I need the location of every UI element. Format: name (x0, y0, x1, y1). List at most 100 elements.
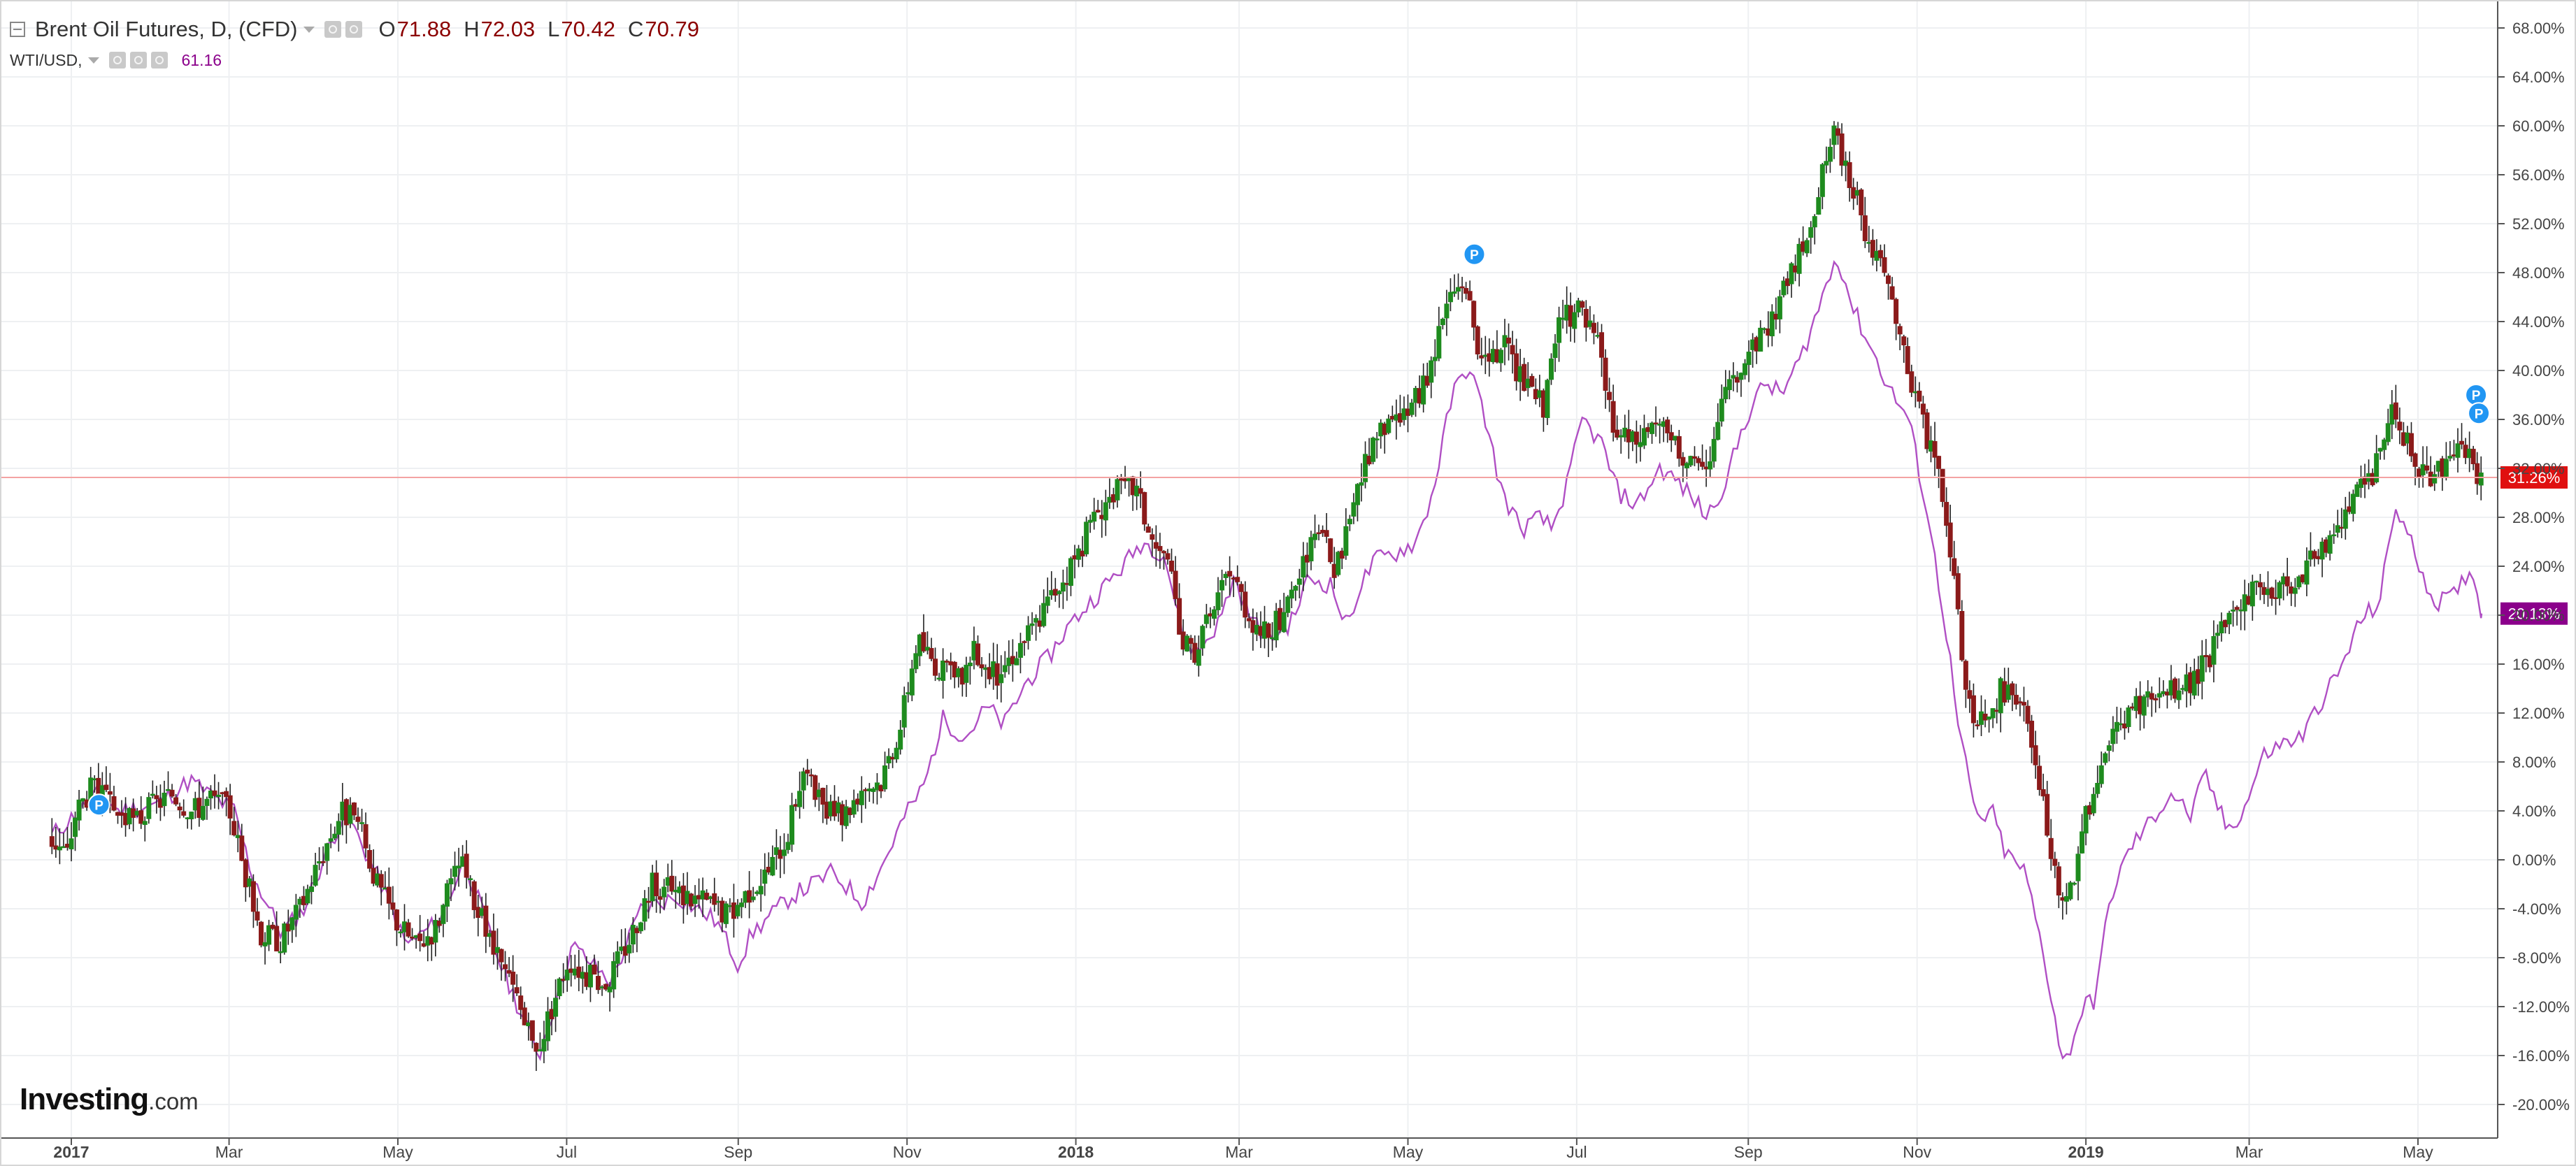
candle-up (1715, 422, 1721, 440)
candle-up (882, 765, 888, 790)
candle-up (2443, 459, 2449, 477)
event-marker[interactable] (87, 793, 110, 816)
settings-icon[interactable] (324, 21, 341, 38)
candle-up (1731, 375, 1736, 379)
candle-down (1680, 456, 1686, 466)
candle-up (1033, 618, 1039, 623)
candle-up (2103, 753, 2108, 763)
candle-up (1804, 240, 1810, 254)
candle-up (1436, 326, 1442, 359)
candle-down (529, 1020, 535, 1041)
candle-up (1336, 552, 1341, 575)
event-marker-label: P (2472, 389, 2481, 403)
low-value: 70.42 (561, 17, 615, 41)
candle-down (2412, 453, 2418, 467)
candle-down (2056, 866, 2061, 895)
event-marker[interactable] (2468, 402, 2491, 425)
candle-up (444, 883, 450, 907)
secondary-series-title[interactable]: WTI/USD, (10, 50, 83, 69)
candle-down (747, 890, 752, 903)
candle-up (940, 660, 946, 681)
candle-up (204, 798, 210, 806)
candle-down (975, 643, 980, 665)
candle-down (1324, 530, 1329, 537)
candle-down (1839, 133, 1845, 166)
candle-down (1932, 441, 1938, 458)
candle-down (1510, 345, 1515, 354)
candle-up (1429, 360, 1434, 383)
candle-down (2029, 721, 2035, 748)
eye-icon[interactable] (108, 52, 126, 69)
y-tick-label: 32.00% (2512, 460, 2565, 477)
candle-down (2040, 789, 2046, 797)
candle-up (1641, 428, 1647, 446)
candle-down (1142, 491, 1147, 525)
candle-up (723, 903, 729, 924)
candle-up (1808, 227, 1814, 238)
candle-down (2409, 433, 2414, 456)
candle-up (1827, 147, 1833, 162)
candle-up (1289, 589, 1294, 599)
candle-up (1456, 287, 1461, 292)
y-tick-label: 4.00% (2512, 802, 2556, 820)
y-tick-label: 56.00% (2512, 166, 2565, 184)
candle-down (1676, 436, 1682, 459)
x-tick-label: May (382, 1143, 413, 1161)
x-tick-label: Mar (1225, 1143, 1253, 1161)
candle-up (587, 965, 593, 988)
candle-up (611, 960, 617, 990)
candle-up (1796, 243, 1802, 274)
low-label: L (548, 17, 560, 41)
gear-icon[interactable] (129, 52, 147, 69)
candle-down (704, 893, 710, 900)
candle-up (468, 878, 473, 881)
candle-up (1359, 482, 1364, 486)
candle-up (1041, 603, 1047, 626)
candle-down (154, 795, 159, 800)
candle-up (1650, 422, 1655, 434)
collapse-icon[interactable] (10, 22, 25, 37)
y-tick-label: 28.00% (2512, 509, 2565, 526)
candle-up (1017, 642, 1023, 658)
candle-up (801, 771, 806, 791)
event-marker[interactable] (1463, 243, 1486, 266)
gear-icon[interactable] (345, 21, 362, 38)
candle-up (266, 925, 272, 945)
candle-up (1708, 461, 1713, 470)
candle-down (820, 788, 826, 805)
candle-up (2292, 587, 2298, 594)
close-icon[interactable] (150, 52, 168, 69)
candle-down (1591, 322, 1596, 333)
candle-up (2068, 882, 2073, 900)
y-tick-label: -16.00% (2512, 1047, 2570, 1065)
chevron-down-icon[interactable] (303, 26, 315, 33)
candle-up (2091, 793, 2096, 814)
candle-up (1726, 379, 1732, 391)
x-tick-label: May (2403, 1143, 2433, 1161)
candle-up (1769, 311, 1775, 337)
chevron-down-icon[interactable] (87, 57, 99, 64)
candle-up (2071, 882, 2077, 885)
candle-up (1432, 357, 1438, 361)
candle-up (739, 902, 745, 907)
candle-down (1522, 364, 1527, 391)
candle-up (541, 1039, 547, 1052)
candle-up (2374, 453, 2380, 482)
y-tick-label: 40.00% (2512, 362, 2565, 380)
x-tick-label: Nov (1903, 1143, 1931, 1161)
candle-down (1188, 638, 1194, 645)
candle-up (2455, 443, 2461, 458)
x-tick-label: Sep (724, 1143, 752, 1161)
candle-down (169, 789, 175, 797)
logo-suffix: .com (148, 1088, 199, 1114)
candle-up (1014, 658, 1019, 665)
candle-up (1498, 350, 1503, 364)
candle-up (750, 896, 756, 900)
event-marker-label: P (1470, 248, 1479, 263)
candle-down (1157, 546, 1163, 552)
event-marker-label: P (2475, 407, 2484, 422)
wti-last-value-badge-bg (2500, 602, 2568, 625)
main-series-title[interactable]: Brent Oil Futures, D, (CFD) (35, 17, 298, 41)
